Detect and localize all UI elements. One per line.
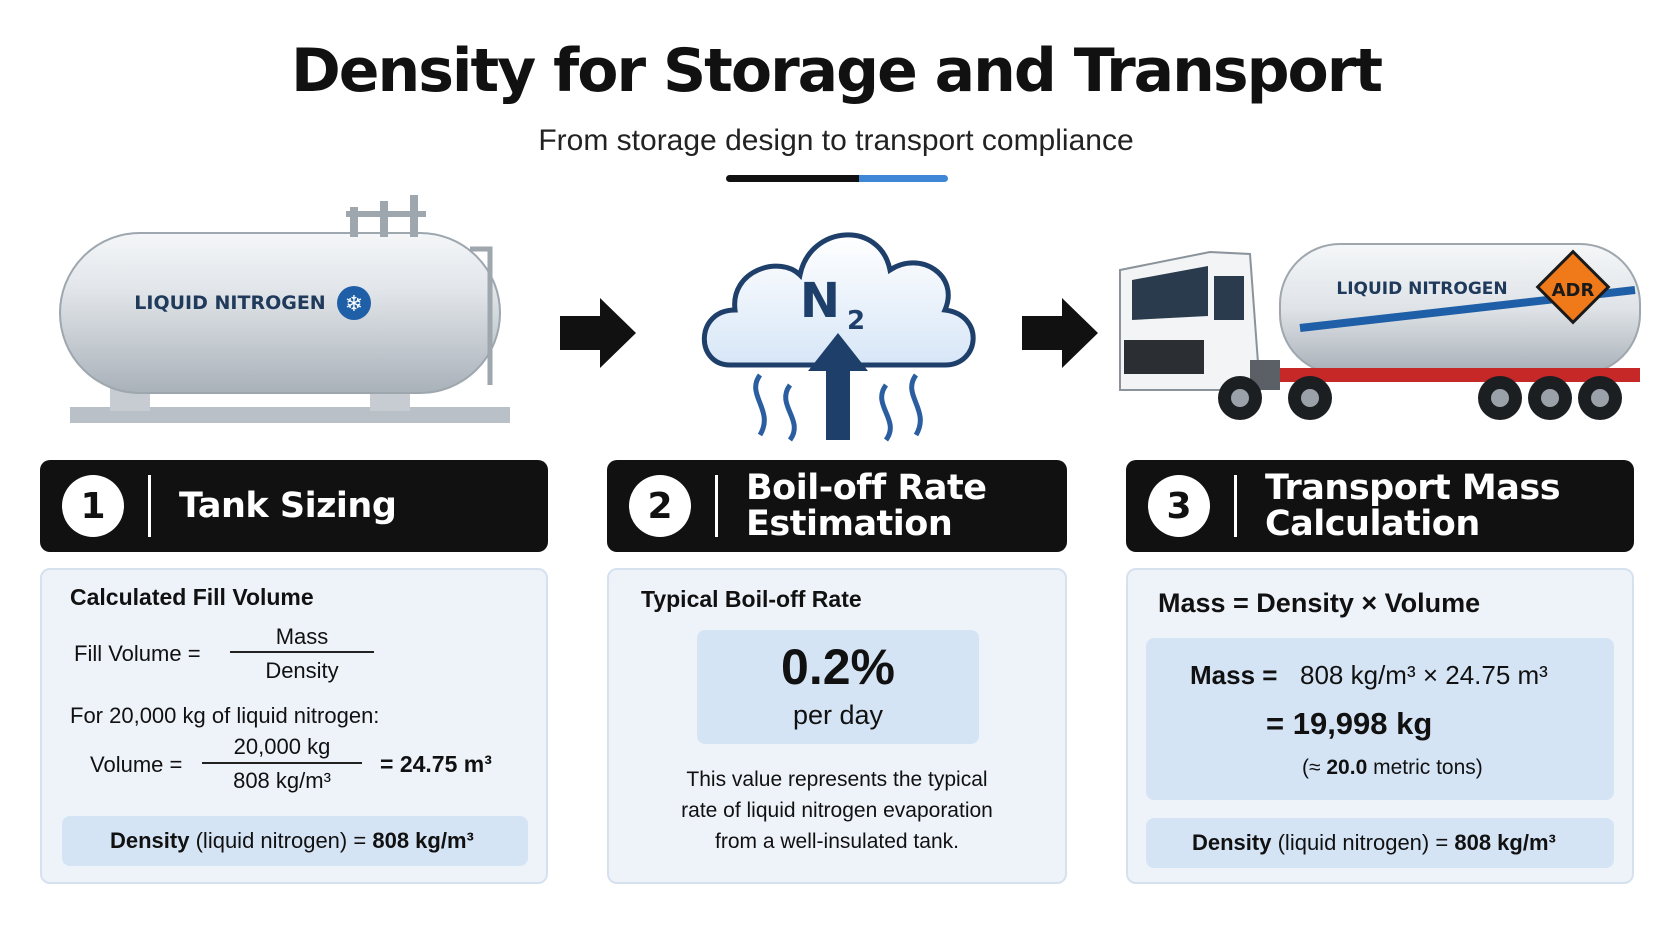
storage-tank-illustration: LIQUID NITROGEN ❄	[59, 195, 510, 423]
mass-formula: Mass = Density × Volume	[1158, 588, 1481, 618]
step-2-header: 2 Boil-off Rate Estimation	[607, 460, 1067, 552]
mass-label: Mass =	[1190, 660, 1278, 690]
step-1-number: 1	[62, 475, 124, 537]
adr-label: ADR	[1552, 280, 1595, 301]
adr-hazard-icon: ADR	[1535, 249, 1611, 325]
tank-label: LIQUID NITROGEN	[134, 292, 325, 314]
approx-tons: (≈ 20.0 metric tons)	[1302, 756, 1483, 779]
step-3-header: 3 Transport Mass Calculation	[1126, 460, 1634, 552]
step-2-number: 2	[629, 475, 691, 537]
step-3-title: Transport Mass Calculation	[1265, 468, 1561, 544]
truck-tank-label: LIQUID NITROGEN	[1336, 279, 1507, 299]
title-divider	[726, 175, 948, 182]
page-title: Density for Storage and Transport	[290, 36, 1383, 106]
fill-volume-denominator: Density	[265, 658, 339, 683]
boil-off-description-line: This value represents the typical	[686, 768, 988, 791]
boil-off-cloud-illustration: N 2	[701, 232, 976, 442]
density-row: Density (liquid nitrogen) = 808 kg/m³	[1192, 830, 1556, 855]
boil-off-rate-box: 0.2% per day	[697, 630, 979, 744]
density-row: Density (liquid nitrogen) = 808 kg/m³	[110, 828, 474, 853]
boil-off-description-line: from a well-insulated tank.	[715, 830, 959, 853]
page-subtitle: From storage design to transport complia…	[538, 124, 1134, 157]
fraction-line	[230, 651, 374, 653]
boil-off-description-line: rate of liquid nitrogen evaporation	[681, 799, 993, 822]
mass-expression: 808 kg/m³ × 24.75 m³	[1300, 660, 1548, 690]
density-band: Density (liquid nitrogen) = 808 kg/m³	[1146, 818, 1614, 868]
volume-label: Volume =	[90, 752, 183, 777]
step-2-title: Boil-off Rate Estimation	[746, 468, 987, 544]
header-separator	[715, 475, 718, 537]
volume-denominator: 808 kg/m³	[233, 768, 331, 793]
volume-numerator: 20,000 kg	[233, 734, 331, 759]
arrow-right-icon	[560, 298, 636, 368]
snowflake-icon	[337, 286, 371, 320]
mass-calculation-box: Mass = 808 kg/m³ × 24.75 m³ = 19,998 kg …	[1146, 638, 1614, 800]
header-separator	[1234, 475, 1237, 537]
cloud-formula-subscript: 2	[847, 306, 865, 336]
fraction-line	[202, 762, 362, 764]
arrow-right-icon	[1022, 298, 1098, 368]
card-heading: Typical Boil-off Rate	[641, 586, 862, 612]
fill-volume-numerator: Mass	[275, 624, 329, 649]
svg-text:❄: ❄	[345, 292, 363, 317]
rising-arrow-icon	[808, 333, 868, 440]
boil-off-rate-value: 0.2%	[781, 639, 895, 695]
card-heading: Calculated Fill Volume	[70, 584, 314, 610]
fill-volume-label: Fill Volume =	[74, 641, 201, 666]
density-band: Density (liquid nitrogen) = 808 kg/m³	[62, 816, 528, 866]
tank-sizing-card: Calculated Fill Volume Fill Volume = Mas…	[40, 568, 548, 884]
step-1-header: 1 Tank Sizing	[40, 460, 548, 552]
transport-mass-card: Mass = Density × Volume Mass = 808 kg/m³…	[1126, 568, 1634, 884]
boil-off-card: Typical Boil-off Rate 0.2% per day This …	[607, 568, 1067, 884]
volume-result: = 24.75 m³	[380, 751, 492, 777]
example-text: For 20,000 kg of liquid nitrogen:	[70, 703, 380, 728]
cloud-formula: N	[800, 273, 840, 329]
step-1-title: Tank Sizing	[179, 486, 397, 526]
step-3-number: 3	[1148, 475, 1210, 537]
boil-off-rate-unit: per day	[792, 700, 884, 730]
tanker-truck-illustration: LIQUID NITROGEN ADR	[1119, 243, 1641, 420]
mass-result: = 19,998 kg	[1266, 706, 1433, 741]
header-separator	[148, 475, 151, 537]
